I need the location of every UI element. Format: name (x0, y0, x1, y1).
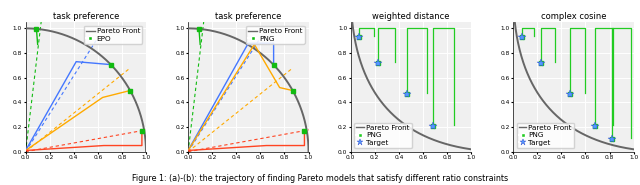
Title: complex cosine: complex cosine (541, 12, 606, 21)
Legend: Pareto Front, EPO: Pareto Front, EPO (84, 26, 142, 44)
Legend: Pareto Front, PNG, Target: Pareto Front, PNG, Target (517, 123, 574, 148)
Title: weighted distance: weighted distance (372, 12, 450, 21)
Title: task preference: task preference (215, 12, 282, 21)
Legend: Pareto Front, PNG, Target: Pareto Front, PNG, Target (355, 123, 412, 148)
Title: task preference: task preference (52, 12, 119, 21)
Text: Figure 1: (a)-(b): the trajectory of finding Pareto models that satisfy differen: Figure 1: (a)-(b): the trajectory of fin… (132, 174, 508, 183)
Legend: Pareto Front, PNG: Pareto Front, PNG (246, 26, 305, 44)
